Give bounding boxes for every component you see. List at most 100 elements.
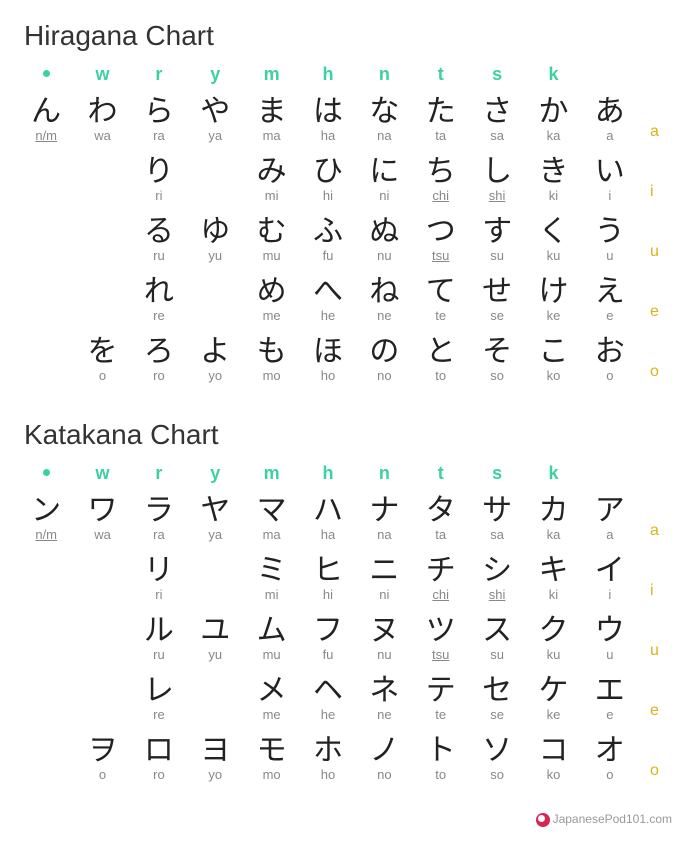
kana-glyph: つ (426, 215, 456, 249)
kana-cell: ワwa (74, 494, 130, 554)
kana-cell: モmo (243, 734, 299, 794)
kana-cell: シshi (469, 554, 525, 614)
kana-cell (187, 155, 243, 215)
romaji-label: su (490, 249, 504, 263)
kana-glyph: ヲ (88, 734, 118, 768)
kana-glyph: る (144, 215, 174, 249)
kana-glyph: エ (595, 674, 625, 708)
kana-cell: サsa (469, 494, 525, 554)
kana-glyph: な (369, 95, 399, 129)
kana-cell: ニni (356, 554, 412, 614)
kana-cell: さsa (469, 95, 525, 155)
kana-cell: ねne (356, 275, 412, 335)
romaji-label: sa (490, 129, 504, 143)
kana-glyph: ツ (426, 614, 456, 648)
kana-glyph: ミ (257, 554, 287, 588)
kana-cell: うu (582, 215, 638, 275)
column-header: h (300, 64, 356, 95)
kana-cell: ゆyu (187, 215, 243, 275)
romaji-label: ka (547, 129, 561, 143)
kana-cell: ヨyo (187, 734, 243, 794)
romaji-label: a (606, 528, 613, 542)
romaji-label: na (377, 528, 391, 542)
vowel-label: u (650, 222, 659, 282)
kana-cell: にni (356, 155, 412, 215)
kana-cell (18, 614, 74, 674)
kana-cell: やya (187, 95, 243, 155)
romaji-label: o (606, 768, 613, 782)
kana-cell (18, 554, 74, 614)
romaji-label: o (99, 369, 106, 383)
romaji-label: ki (549, 189, 558, 203)
romaji-label: fu (323, 249, 334, 263)
romaji-label: mu (263, 249, 281, 263)
column-header: k (525, 64, 581, 95)
kana-glyph: ロ (144, 734, 174, 768)
kana-cell: ユyu (187, 614, 243, 674)
romaji-label: ku (547, 648, 561, 662)
kana-cell (18, 155, 74, 215)
romaji-label: nu (377, 648, 391, 662)
kana-glyph: フ (313, 614, 343, 648)
kana-glyph: お (595, 335, 625, 369)
romaji-label: mu (263, 648, 281, 662)
kana-cell: ツtsu (413, 614, 469, 674)
kana-cell (74, 554, 130, 614)
kana-glyph: ま (257, 95, 287, 129)
kana-cell: くku (525, 215, 581, 275)
kana-cell (74, 614, 130, 674)
romaji-label: ne (377, 309, 391, 323)
kana-cell: かka (525, 95, 581, 155)
kana-cell: しshi (469, 155, 525, 215)
kana-cell (18, 335, 74, 395)
romaji-label: yo (208, 768, 222, 782)
kana-glyph: ん (31, 95, 61, 129)
column-header: t (413, 463, 469, 494)
kana-glyph: ス (482, 614, 512, 648)
kana-cell: ろro (131, 335, 187, 395)
column-header (582, 463, 638, 494)
romaji-label: e (606, 708, 613, 722)
kana-cell: スsu (469, 614, 525, 674)
kana-glyph: シ (482, 554, 512, 588)
romaji-label: su (490, 648, 504, 662)
romaji-label: ka (547, 528, 561, 542)
romaji-label: n/m (35, 528, 57, 542)
kana-glyph: き (538, 155, 568, 189)
kana-cell: エe (582, 674, 638, 734)
kana-cell: ルru (131, 614, 187, 674)
kana-cell: ケke (525, 674, 581, 734)
kana-cell: ナna (356, 494, 412, 554)
kana-glyph: キ (538, 554, 568, 588)
romaji-label: me (263, 708, 281, 722)
kana-glyph: は (313, 95, 343, 129)
kana-cell: イi (582, 554, 638, 614)
column-header: s (469, 64, 525, 95)
kana-cell: りri (131, 155, 187, 215)
kana-glyph: ヌ (369, 614, 399, 648)
hiragana-chart: wrymhntskんn/mわwaらraやyaまmaはhaなnaたtaさsaかka… (18, 64, 682, 395)
kana-cell: そso (469, 335, 525, 395)
kana-cell: メme (243, 674, 299, 734)
kana-cell: へhe (300, 275, 356, 335)
romaji-label: te (435, 309, 446, 323)
romaji-label: wa (94, 528, 111, 542)
romaji-label: mi (265, 189, 279, 203)
kana-glyph: ニ (369, 554, 399, 588)
kana-cell (18, 734, 74, 794)
kana-cell: ラra (131, 494, 187, 554)
kana-glyph: ほ (313, 335, 343, 369)
romaji-label: hi (323, 588, 333, 602)
romaji-label: ko (547, 369, 561, 383)
kana-cell (18, 275, 74, 335)
romaji-label: ru (153, 648, 165, 662)
kana-cell: のno (356, 335, 412, 395)
kana-glyph: ル (144, 614, 174, 648)
footer: JapanesePod101.com (18, 812, 682, 827)
column-header: r (131, 64, 187, 95)
kana-cell: アa (582, 494, 638, 554)
hiragana-title: Hiragana Chart (24, 20, 682, 52)
kana-glyph: チ (426, 554, 456, 588)
romaji-label: he (321, 708, 335, 722)
romaji-label: yo (208, 369, 222, 383)
